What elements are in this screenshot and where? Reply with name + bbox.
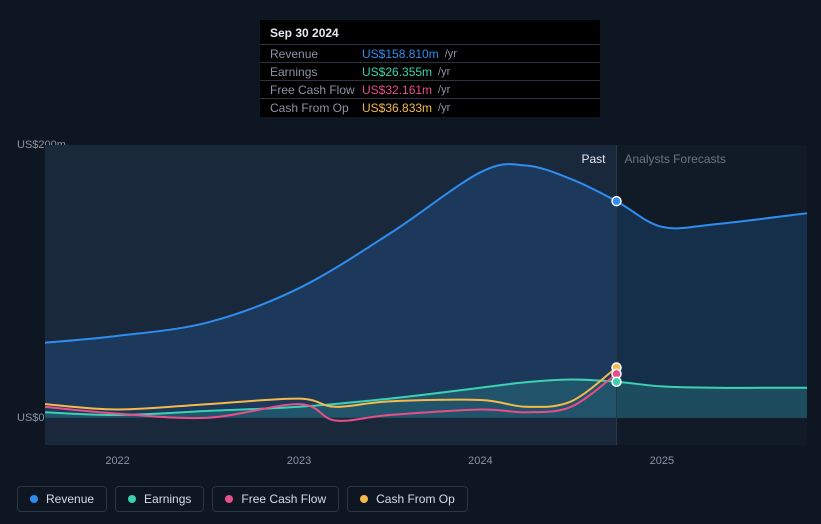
tooltip-unit: /yr (438, 84, 450, 96)
legend-toggle-earnings[interactable]: Earnings (115, 486, 204, 512)
tooltip-unit: /yr (438, 102, 450, 114)
legend-toggle-revenue[interactable]: Revenue (17, 486, 107, 512)
tooltip-label: Cash From Op (270, 101, 362, 115)
legend-label: Free Cash Flow (241, 492, 326, 506)
legend-toggle-cfo[interactable]: Cash From Op (347, 486, 468, 512)
x-axis-tick: 2025 (650, 455, 674, 467)
past-region-label: Past (582, 152, 606, 166)
legend-toggle-fcf[interactable]: Free Cash Flow (212, 486, 339, 512)
tooltip-label: Revenue (270, 47, 362, 61)
tooltip-value: US$26.355m (362, 65, 432, 79)
tooltip-unit: /yr (445, 48, 457, 60)
legend-dot-icon (30, 495, 38, 503)
tooltip-date: Sep 30 2024 (260, 20, 600, 45)
legend-label: Cash From Op (376, 492, 455, 506)
marker-dot-earnings (612, 377, 621, 386)
tooltip-value: US$36.833m (362, 101, 432, 115)
chart-plot[interactable] (45, 145, 807, 445)
legend-label: Revenue (46, 492, 94, 506)
legend-label: Earnings (144, 492, 191, 506)
tooltip-unit: /yr (438, 66, 450, 78)
chart-legend: Revenue Earnings Free Cash Flow Cash From O… (17, 486, 468, 512)
legend-dot-icon (225, 495, 233, 503)
tooltip-row-earnings: EarningsUS$26.355m/yr (260, 63, 600, 81)
tooltip-row-revenue: RevenueUS$158.810m/yr (260, 45, 600, 63)
legend-dot-icon (360, 495, 368, 503)
tooltip-label: Earnings (270, 65, 362, 79)
x-axis-tick: 2022 (105, 455, 129, 467)
tooltip-label: Free Cash Flow (270, 83, 362, 97)
marker-dot-revenue (612, 197, 621, 206)
legend-dot-icon (128, 495, 136, 503)
tooltip-value: US$32.161m (362, 83, 432, 97)
financial-chart: Sep 30 2024 RevenueUS$158.810m/yrEarning… (17, 0, 807, 480)
forecast-region-label: Analysts Forecasts (625, 152, 726, 166)
x-axis-tick: 2024 (468, 455, 492, 467)
tooltip-row-free-cash-flow: Free Cash FlowUS$32.161m/yr (260, 81, 600, 99)
chart-tooltip: Sep 30 2024 RevenueUS$158.810m/yrEarning… (260, 20, 600, 117)
tooltip-row-cash-from-op: Cash From OpUS$36.833m/yr (260, 99, 600, 117)
x-axis-tick: 2023 (287, 455, 311, 467)
tooltip-value: US$158.810m (362, 47, 439, 61)
